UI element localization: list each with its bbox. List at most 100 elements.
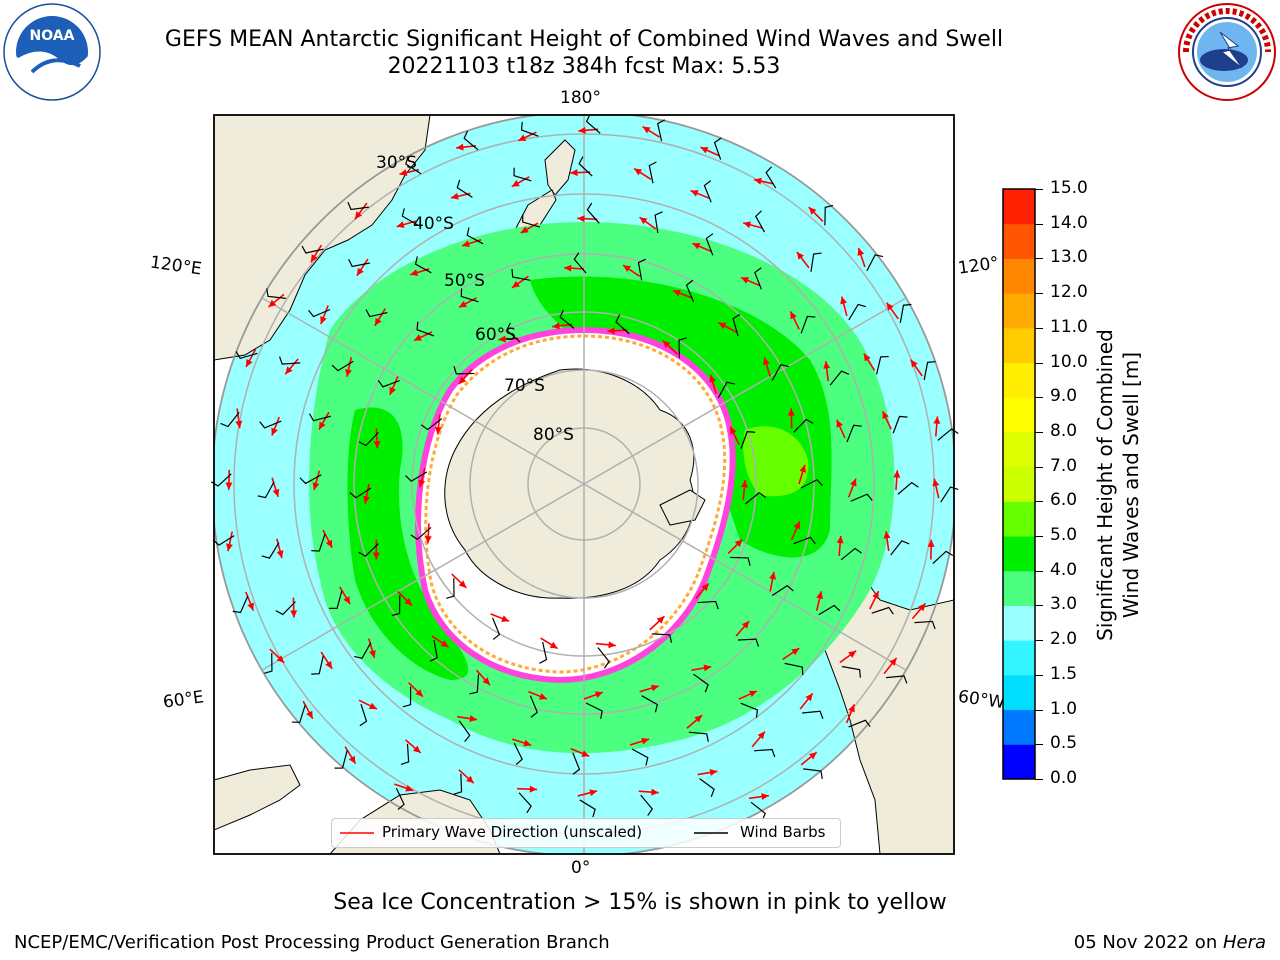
wave-direction-arrowhead [933, 416, 941, 424]
wave-direction-arrowhead [836, 535, 844, 544]
wind-barb [740, 430, 756, 449]
wind-barb [506, 322, 521, 343]
wave-direction-arrowhead [518, 134, 527, 141]
wind-barb [414, 256, 432, 274]
noaa-logo-icon: NOAA [3, 3, 101, 101]
wave-direction-arrowhead [805, 693, 813, 702]
wind-barb [266, 288, 286, 299]
wind-barb [395, 787, 405, 811]
wind-barb [688, 731, 709, 742]
wind-barb [402, 686, 412, 708]
wave-direction-arrowhead [790, 311, 797, 320]
colorbar-block [1003, 327, 1035, 364]
wind-barb [899, 303, 912, 324]
wind-barb [212, 535, 235, 546]
colorbar-tick-label: 13.0 [1050, 247, 1088, 268]
colorbar-block [1003, 223, 1035, 259]
wave-direction-arrowhead [348, 755, 356, 764]
wave-direction-arrowhead [466, 775, 474, 784]
colorbar-label: Significant Height of Combined Wind Wave… [1093, 329, 1143, 641]
wave-direction-arrowhead [848, 650, 857, 658]
wave-direction-arrowhead [410, 269, 419, 276]
wind-barb [754, 267, 762, 290]
wind-barb [453, 366, 475, 375]
wave-direction-arrowhead [863, 353, 871, 362]
wave-direction-arrowhead [318, 421, 326, 430]
wave-direction-arrowhead [418, 479, 426, 488]
wind-barb [841, 665, 861, 678]
colorbar-tick-mark [1035, 640, 1043, 642]
wind-barb [539, 641, 548, 664]
wind-barb [511, 268, 531, 281]
wind-barb [586, 202, 600, 224]
wind-barb [800, 479, 823, 489]
colorbar-tick-mark [1035, 779, 1043, 780]
wind-barb [651, 633, 673, 643]
colorbar-tick-label: 15.0 [1050, 178, 1088, 198]
wind-barb [466, 227, 484, 245]
colorbar-tick-label: 5.0 [1050, 525, 1078, 546]
wind-barb [705, 233, 714, 256]
colorbar-tick-label: 3.0 [1050, 594, 1078, 615]
wave-direction-arrowhead [740, 277, 749, 284]
wave-direction-arrowhead [709, 374, 716, 383]
wave-direction-arrowhead [718, 322, 727, 330]
wind-barb [585, 114, 601, 134]
wave-direction-arrowhead [918, 603, 926, 612]
wind-barb [897, 481, 919, 495]
wind-barb [518, 792, 532, 814]
wave-direction-arrowhead [424, 536, 432, 544]
lat-label-80s: 80°S [533, 425, 574, 445]
wave-direction-arrowhead [589, 789, 598, 797]
wave-direction-arrowhead [641, 737, 650, 745]
wave-direction-arrowhead [462, 240, 470, 248]
colorbar-tick-mark [1035, 501, 1043, 503]
wave-direction-arrowhead [608, 641, 616, 649]
wave-direction-arrowhead [458, 580, 467, 588]
wave-direction-arrowhead [850, 478, 857, 487]
wave-direction-arrowhead [743, 221, 752, 229]
colorbar-tick-mark [1035, 605, 1043, 607]
wave-direction-arrowhead [529, 785, 538, 793]
wind-barb [810, 252, 822, 272]
wind-barb [264, 653, 273, 674]
wind-barb [513, 742, 523, 766]
colorbar-tick-label: 0.5 [1050, 733, 1078, 754]
wind-barb [740, 702, 759, 718]
wind-barb [818, 604, 841, 616]
wave-direction-arrowhead [927, 539, 935, 547]
lat-label-30s: 30°S [376, 153, 417, 173]
wave-direction-arrowhead [369, 649, 376, 658]
wind-barb [232, 595, 249, 614]
wave-direction-arrowhead [623, 265, 631, 273]
legend-wind-barbs: Wind Barbs [740, 823, 826, 841]
colorbar-tick-label: 8.0 [1050, 420, 1078, 441]
wind-barb [311, 533, 326, 552]
wave-direction-arrowhead [791, 648, 800, 656]
colorbar-block [1003, 536, 1035, 572]
wave-direction-arrowhead [412, 745, 421, 753]
wind-barb [257, 481, 275, 499]
wave-direction-arrowhead [549, 641, 558, 649]
wave-direction-arrowhead [570, 169, 578, 177]
wind-barb [697, 600, 719, 610]
wind-barb [848, 303, 867, 321]
wave-direction-arrowhead [754, 177, 762, 185]
colorbar-block [1003, 397, 1035, 433]
wind-barb [463, 130, 479, 151]
wave-direction-arrowhead [581, 750, 590, 757]
wave-direction-arrowhead [886, 302, 894, 311]
wind-barb [349, 487, 372, 499]
land-antarctica [444, 368, 695, 599]
colorbar-tick-label: 2.0 [1050, 629, 1078, 650]
wind-barb [914, 620, 936, 630]
wave-direction-arrowhead [482, 677, 490, 686]
wind-barb [334, 750, 348, 769]
wind-barb [275, 601, 296, 616]
wind-barb [703, 180, 712, 203]
wave-direction-arrowhead [501, 615, 510, 622]
colorbar-tick-mark [1035, 570, 1043, 572]
colorbar-tick-label: 7.0 [1050, 455, 1078, 476]
wave-direction-arrowhead [857, 247, 865, 256]
wave-direction-arrowhead [325, 660, 333, 669]
